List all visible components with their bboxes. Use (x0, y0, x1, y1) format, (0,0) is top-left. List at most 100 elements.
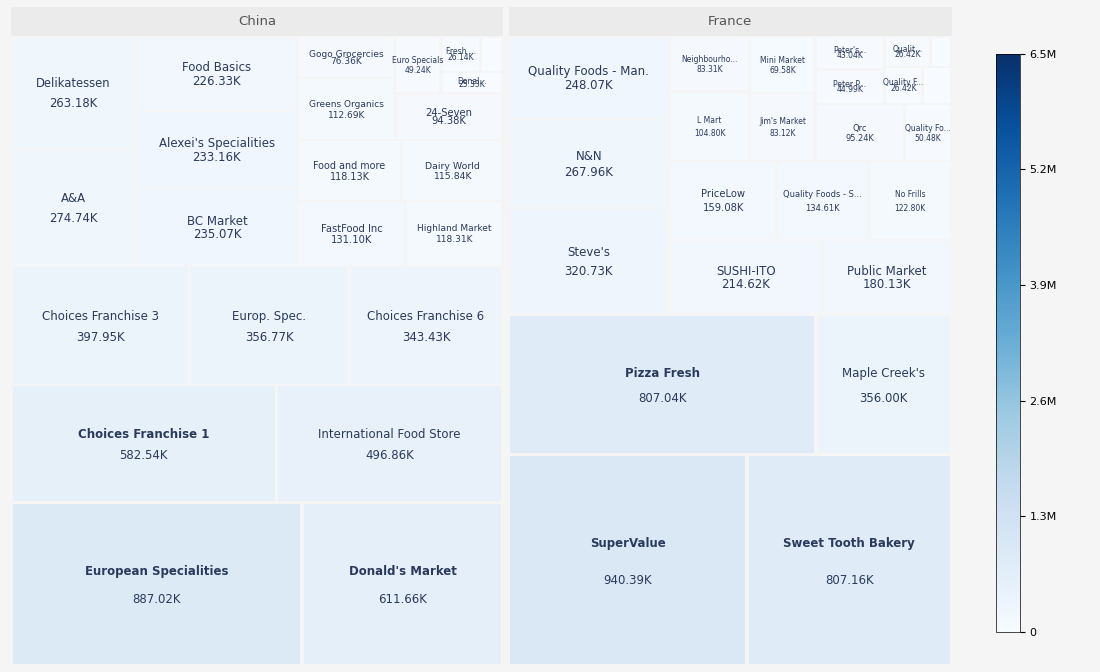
FancyBboxPatch shape (482, 38, 502, 71)
Text: China: China (238, 15, 276, 28)
Text: 180.13K: 180.13K (862, 278, 911, 291)
Text: Choices Franchise 1: Choices Franchise 1 (78, 428, 209, 442)
Text: Choices Franchise 3: Choices Franchise 3 (42, 310, 158, 323)
Text: 356.77K: 356.77K (245, 331, 294, 344)
Text: Quality Foods - Man.: Quality Foods - Man. (528, 65, 649, 78)
Text: Quality F...: Quality F... (883, 78, 924, 87)
Text: Dairy World: Dairy World (425, 161, 480, 171)
Text: No Frills: No Frills (894, 190, 925, 199)
FancyBboxPatch shape (924, 68, 949, 103)
Text: 44.99K: 44.99K (836, 85, 864, 95)
Text: Food and more: Food and more (314, 161, 385, 171)
FancyBboxPatch shape (299, 79, 393, 139)
FancyBboxPatch shape (13, 267, 188, 384)
FancyBboxPatch shape (510, 120, 668, 207)
Text: 122.80K: 122.80K (894, 204, 925, 212)
FancyBboxPatch shape (824, 241, 949, 313)
Text: Quality Foods - S...: Quality Foods - S... (783, 190, 862, 199)
FancyBboxPatch shape (278, 386, 502, 501)
Text: SUSHI-ITO: SUSHI-ITO (716, 265, 776, 278)
Text: PriceLow: PriceLow (701, 190, 745, 200)
Text: 274.74K: 274.74K (50, 212, 98, 225)
Text: 94.38K: 94.38K (431, 116, 466, 126)
Text: 49.24K: 49.24K (405, 66, 431, 75)
Text: International Food Store: International Food Store (318, 428, 461, 442)
FancyBboxPatch shape (510, 316, 814, 454)
FancyBboxPatch shape (13, 38, 134, 148)
FancyBboxPatch shape (299, 38, 393, 77)
Text: Peter P...: Peter P... (834, 80, 867, 89)
Text: Mini Market: Mini Market (760, 56, 805, 65)
FancyBboxPatch shape (397, 38, 439, 92)
FancyBboxPatch shape (138, 112, 296, 187)
FancyBboxPatch shape (304, 504, 502, 664)
Text: Sweet Tooth Bakery: Sweet Tooth Bakery (783, 537, 915, 550)
Text: 611.66K: 611.66K (378, 593, 427, 606)
FancyBboxPatch shape (191, 267, 348, 384)
Text: 131.10K: 131.10K (331, 235, 372, 245)
Text: Pizza Fresh: Pizza Fresh (625, 367, 700, 380)
Text: Neighbourho...: Neighbourho... (681, 55, 738, 65)
Text: Fresh ...: Fresh ... (446, 47, 475, 56)
Text: 134.61K: 134.61K (805, 204, 840, 212)
Text: A&A: A&A (60, 192, 86, 205)
FancyBboxPatch shape (138, 38, 296, 110)
FancyBboxPatch shape (887, 38, 928, 66)
Text: Jim's Market: Jim's Market (759, 118, 806, 126)
Text: 76.36K: 76.36K (330, 57, 362, 66)
FancyBboxPatch shape (299, 141, 399, 200)
FancyBboxPatch shape (817, 71, 883, 103)
Text: Gogo Grocercies: Gogo Grocercies (309, 50, 384, 58)
Text: 356.00K: 356.00K (859, 392, 908, 405)
Text: 118.31K: 118.31K (436, 235, 473, 245)
Text: 95.24K: 95.24K (845, 134, 875, 142)
FancyBboxPatch shape (751, 94, 813, 160)
FancyBboxPatch shape (442, 73, 502, 92)
Text: 69.58K: 69.58K (769, 66, 795, 75)
Text: 83.12K: 83.12K (769, 129, 795, 138)
FancyBboxPatch shape (887, 68, 921, 103)
FancyBboxPatch shape (299, 202, 404, 265)
FancyBboxPatch shape (749, 456, 949, 664)
Text: 248.07K: 248.07K (564, 79, 613, 92)
Text: 343.43K: 343.43K (402, 331, 450, 344)
Text: Delikatessen: Delikatessen (36, 77, 111, 90)
Text: N&N: N&N (575, 150, 602, 163)
Text: European Specialities: European Specialities (85, 564, 229, 577)
FancyBboxPatch shape (13, 386, 275, 501)
Text: 83.31K: 83.31K (696, 65, 723, 74)
FancyBboxPatch shape (510, 456, 745, 664)
Text: France: France (708, 15, 752, 28)
Text: Qualit...: Qualit... (892, 45, 923, 54)
Text: 26.14K: 26.14K (448, 53, 474, 62)
Text: 159.08K: 159.08K (703, 203, 744, 213)
FancyBboxPatch shape (751, 38, 813, 92)
Text: Qrc: Qrc (852, 124, 867, 132)
Text: 397.95K: 397.95K (76, 331, 124, 344)
Text: Choices Franchise 6: Choices Franchise 6 (367, 310, 485, 323)
Text: 104.80K: 104.80K (694, 128, 725, 138)
Text: 807.16K: 807.16K (825, 575, 873, 587)
Text: Alexei's Specialities: Alexei's Specialities (158, 137, 275, 151)
Text: 43.04K: 43.04K (836, 52, 864, 60)
Text: 26.42K: 26.42K (894, 50, 921, 59)
FancyBboxPatch shape (671, 162, 776, 239)
FancyBboxPatch shape (817, 316, 949, 454)
FancyBboxPatch shape (671, 38, 748, 91)
Text: Greens Organics: Greens Organics (309, 100, 384, 109)
FancyBboxPatch shape (403, 141, 502, 200)
Text: 807.04K: 807.04K (638, 392, 686, 405)
FancyBboxPatch shape (817, 38, 883, 69)
Text: SuperValue: SuperValue (590, 537, 666, 550)
FancyBboxPatch shape (933, 38, 949, 66)
Text: Public Market: Public Market (847, 265, 927, 278)
FancyBboxPatch shape (870, 162, 949, 239)
FancyBboxPatch shape (11, 7, 503, 36)
Text: Donald's Market: Donald's Market (349, 564, 456, 577)
Text: 940.39K: 940.39K (604, 575, 652, 587)
Text: Maple Creek's: Maple Creek's (843, 367, 925, 380)
Text: 235.07K: 235.07K (192, 228, 241, 241)
FancyBboxPatch shape (442, 38, 478, 71)
Text: BC Market: BC Market (187, 214, 248, 228)
FancyBboxPatch shape (13, 504, 300, 664)
